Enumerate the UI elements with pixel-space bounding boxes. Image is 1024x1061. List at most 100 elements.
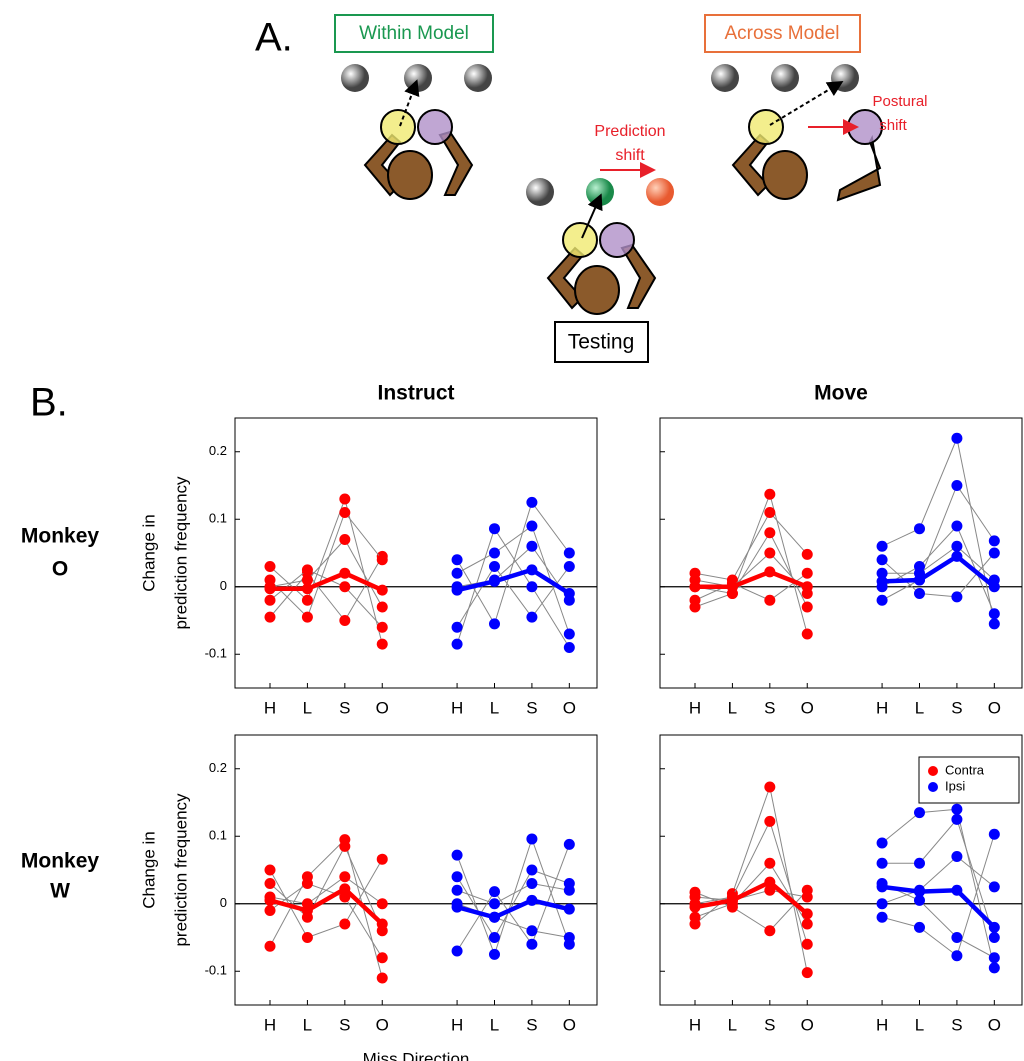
subject-point <box>488 898 500 910</box>
chart-title: Instruct <box>377 382 454 405</box>
x-tick-label: H <box>689 1015 701 1034</box>
subject-point <box>876 540 888 552</box>
subject-point <box>876 567 888 579</box>
mean-point <box>488 911 500 923</box>
subject-point <box>376 952 388 964</box>
subject-point <box>488 948 500 960</box>
subject-point <box>876 898 888 910</box>
x-tick-label: O <box>988 1015 1001 1034</box>
subject-point <box>301 611 313 623</box>
subject-point <box>526 540 538 552</box>
subject-line <box>456 844 570 952</box>
subject-point <box>376 601 388 613</box>
row-label: Monkey <box>21 525 100 548</box>
mean-line <box>269 886 384 926</box>
subject-line <box>694 889 808 901</box>
mean-line <box>456 898 570 920</box>
x-tick-label: H <box>451 698 463 717</box>
subject-point <box>876 911 888 923</box>
subject-point <box>376 853 388 865</box>
x-tick-label: L <box>303 1015 312 1034</box>
subject-point <box>876 554 888 566</box>
legend-marker <box>928 782 938 792</box>
subject-point <box>801 938 813 950</box>
subject-point <box>951 480 963 491</box>
subject-point <box>563 547 575 559</box>
mean-point <box>339 567 351 579</box>
mean-line <box>456 567 571 596</box>
subject-point <box>764 488 776 500</box>
subject-point <box>339 840 351 852</box>
x-tick-label: S <box>951 1015 962 1034</box>
subject-line <box>694 531 808 608</box>
subject-point <box>339 918 351 930</box>
subject-line <box>456 837 570 956</box>
subject-line <box>694 785 808 973</box>
subject-point <box>913 857 925 869</box>
subject-point <box>526 864 538 876</box>
legend-marker <box>928 766 938 776</box>
mean-point <box>488 575 500 587</box>
annotation: shift <box>615 147 645 164</box>
x-tick-label: S <box>526 1015 537 1034</box>
mean-point <box>988 581 1000 593</box>
x-tick-label: S <box>526 698 537 717</box>
x-tick-label: H <box>264 698 276 717</box>
subject-point <box>526 520 538 532</box>
subject-point <box>764 547 776 559</box>
y-tick-label: 0.2 <box>209 443 227 458</box>
subject-point <box>563 642 575 653</box>
mean-point <box>951 884 963 896</box>
subject-point <box>876 837 888 849</box>
subject-point <box>764 594 776 606</box>
x-tick-label: H <box>876 698 888 717</box>
plot-frame <box>659 417 1023 689</box>
subject-point <box>951 432 963 444</box>
subject-point <box>451 621 463 633</box>
mean-point <box>376 918 388 930</box>
subject-point <box>339 581 351 593</box>
subject-point <box>451 945 463 957</box>
x-tick-label: L <box>303 698 312 717</box>
x-tick-label: L <box>915 1015 924 1034</box>
x-tick-label: O <box>563 1015 576 1034</box>
subject-point <box>264 611 276 623</box>
subject-point <box>488 932 500 943</box>
subject-point <box>764 815 776 827</box>
subject-point <box>526 878 538 889</box>
subject-point <box>339 534 351 545</box>
subject-point <box>488 561 500 572</box>
mean-point <box>264 583 276 595</box>
box <box>554 321 649 363</box>
subject-line <box>456 869 570 939</box>
subject-point <box>264 940 276 952</box>
subject-point <box>951 932 963 943</box>
subject-point <box>988 618 1000 630</box>
x-tick-label: H <box>451 1015 463 1034</box>
subject-point <box>301 574 313 586</box>
subject-point <box>339 507 351 518</box>
y-tick-label: 0.1 <box>209 828 227 843</box>
subject-point <box>988 547 1000 559</box>
subject-point <box>801 567 813 579</box>
mean-point <box>451 901 463 913</box>
subject-point <box>339 871 351 883</box>
x-tick-label: S <box>339 698 350 717</box>
y-axis-label: Change in <box>139 514 158 592</box>
subject-point <box>801 967 813 979</box>
subject-line <box>456 882 570 905</box>
across-label: Across Model <box>724 23 839 44</box>
subject-line <box>269 556 383 622</box>
subject-point <box>951 813 963 825</box>
subject-point <box>801 548 813 560</box>
subject-line <box>881 834 995 957</box>
mean-point <box>876 881 888 893</box>
subject-point <box>801 891 813 903</box>
subject-point <box>988 828 1000 840</box>
row-label: W <box>50 880 70 903</box>
y-axis-label: Change in <box>139 831 158 909</box>
box <box>704 14 861 53</box>
x-tick-label: S <box>951 698 962 717</box>
subject-point <box>563 561 575 572</box>
x-tick-label: H <box>264 1015 276 1034</box>
